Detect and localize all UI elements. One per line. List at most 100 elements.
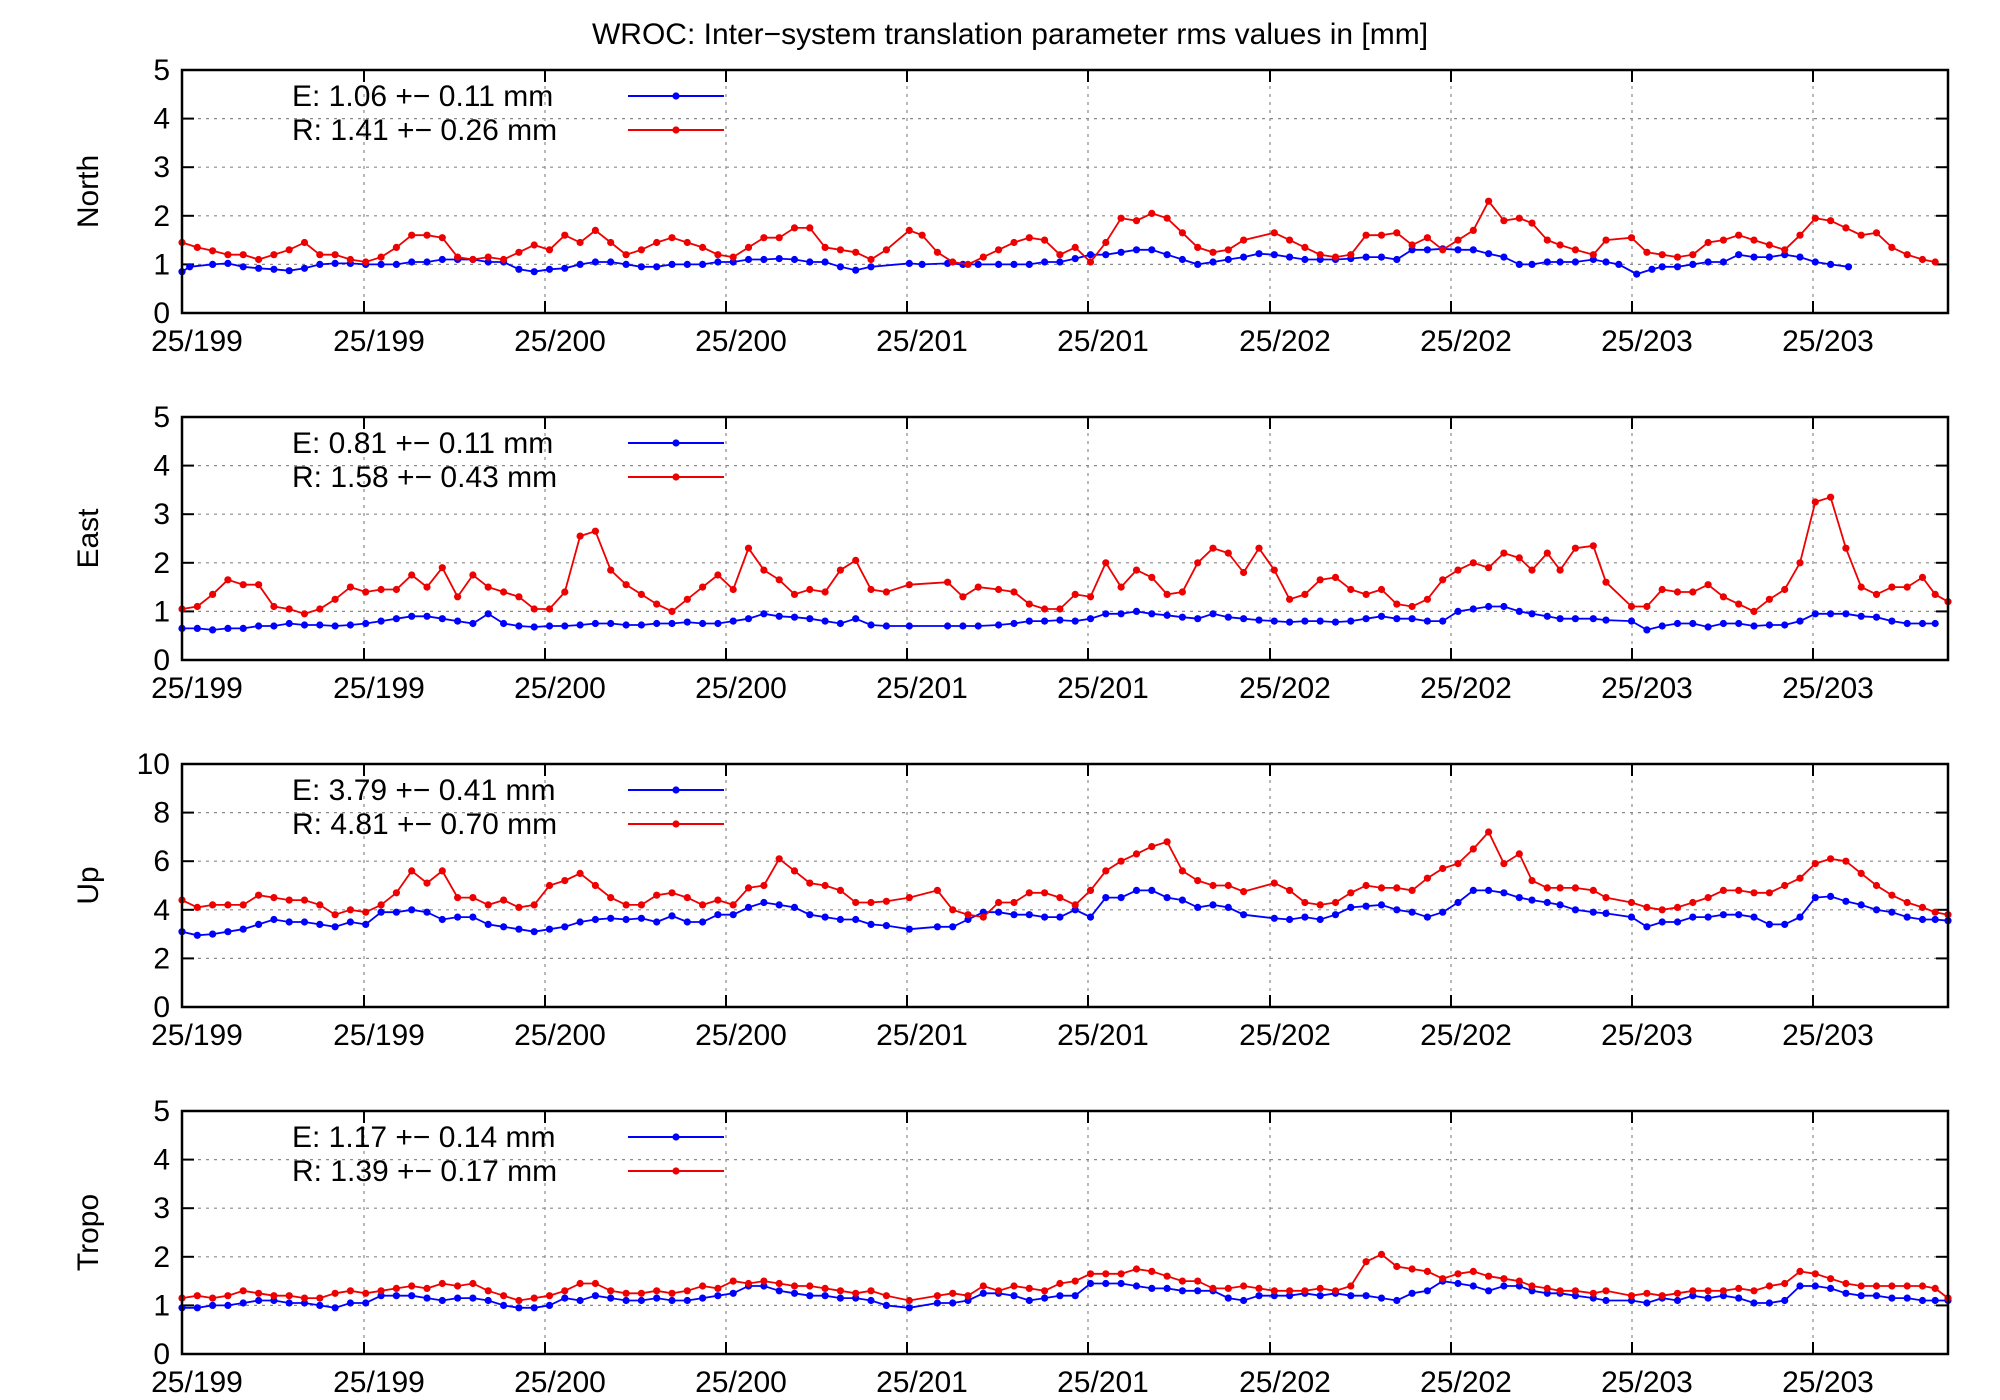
data-point-R bbox=[1086, 886, 1095, 895]
data-point-E bbox=[882, 922, 891, 930]
data-point-R bbox=[1469, 845, 1477, 853]
x-tick-label: 25/202 bbox=[1239, 1366, 1331, 1399]
data-point-E bbox=[1362, 1292, 1370, 1300]
data-point-R bbox=[1316, 1284, 1324, 1292]
y-axis-label: East bbox=[72, 508, 105, 569]
data-point-R bbox=[821, 881, 829, 890]
data-point-E bbox=[1408, 1289, 1416, 1297]
data-point-E bbox=[1796, 253, 1804, 261]
data-point-R bbox=[637, 590, 646, 599]
data-point-E bbox=[729, 617, 737, 625]
y-tick-label: 5 bbox=[153, 1095, 170, 1128]
data-point-R bbox=[1316, 576, 1324, 584]
data-point-E bbox=[377, 260, 385, 268]
data-point-R bbox=[1796, 559, 1804, 567]
data-point-R bbox=[1704, 894, 1712, 902]
data-point-R bbox=[1796, 1267, 1804, 1275]
data-point-R bbox=[905, 894, 913, 902]
data-point-R bbox=[714, 896, 722, 904]
data-point-R bbox=[392, 1284, 400, 1292]
data-point-R bbox=[821, 243, 829, 251]
data-point-E bbox=[561, 923, 569, 931]
data-point-E bbox=[1071, 1292, 1079, 1300]
data-point-E bbox=[775, 901, 783, 909]
data-point-E bbox=[1842, 1289, 1850, 1297]
data-point-R bbox=[1673, 903, 1682, 912]
data-point-R bbox=[933, 248, 942, 256]
data-point-R bbox=[1117, 1270, 1125, 1278]
data-point-E bbox=[239, 624, 247, 633]
x-tick-label: 25/203 bbox=[1601, 1019, 1693, 1052]
data-point-R bbox=[653, 238, 661, 247]
data-point-R bbox=[1602, 236, 1610, 244]
data-point-E bbox=[1543, 612, 1551, 620]
data-point-R bbox=[995, 585, 1003, 594]
data-point-E bbox=[1056, 616, 1064, 624]
data-point-R bbox=[561, 588, 569, 596]
data-point-E bbox=[1888, 1294, 1896, 1302]
data-point-R bbox=[1765, 595, 1773, 603]
data-point-R bbox=[454, 593, 462, 601]
data-point-R bbox=[331, 911, 339, 919]
data-point-E bbox=[1224, 613, 1232, 621]
data-point-R bbox=[545, 1292, 554, 1300]
data-point-E bbox=[576, 260, 584, 268]
data-point-R bbox=[1347, 251, 1355, 259]
data-point-E bbox=[905, 259, 913, 267]
data-point-E bbox=[1827, 892, 1835, 901]
data-point-R bbox=[1393, 1262, 1401, 1271]
data-point-E bbox=[1643, 1299, 1651, 1307]
data-point-E bbox=[1408, 908, 1416, 916]
data-point-E bbox=[1270, 251, 1278, 259]
legend-entry-E: E: 1.17 +− 0.14 mm bbox=[292, 1121, 555, 1154]
data-point-R bbox=[1377, 884, 1386, 892]
data-point-R bbox=[1224, 1284, 1232, 1292]
data-point-R bbox=[699, 901, 707, 909]
data-point-E bbox=[454, 1294, 462, 1302]
data-point-R bbox=[1301, 590, 1309, 599]
data-point-R bbox=[1872, 1282, 1881, 1290]
data-point-E bbox=[270, 622, 278, 630]
data-point-E bbox=[1750, 913, 1758, 921]
data-point-R bbox=[515, 593, 523, 601]
data-point-R bbox=[1750, 607, 1758, 616]
data-point-E bbox=[1719, 258, 1727, 266]
data-point-E bbox=[714, 1292, 722, 1300]
data-point-E bbox=[1454, 1279, 1462, 1288]
series-line-R bbox=[181, 830, 1949, 919]
data-point-E bbox=[1500, 253, 1508, 261]
data-point-E bbox=[239, 925, 247, 933]
data-point-R bbox=[1408, 1265, 1416, 1273]
data-point-E bbox=[668, 912, 676, 920]
x-tick-label: 25/203 bbox=[1601, 1366, 1693, 1399]
data-point-R bbox=[392, 889, 400, 897]
x-tick-label: 25/199 bbox=[151, 672, 243, 705]
data-point-R bbox=[1918, 573, 1927, 582]
y-axis-label: North bbox=[72, 155, 105, 228]
data-point-E bbox=[995, 908, 1003, 916]
data-point-R bbox=[653, 1287, 661, 1295]
data-point-E bbox=[1086, 251, 1095, 259]
data-point-E bbox=[714, 619, 722, 628]
data-point-E bbox=[193, 931, 201, 939]
data-point-E bbox=[607, 619, 615, 628]
data-point-R bbox=[1209, 1284, 1217, 1292]
data-point-R bbox=[1102, 238, 1110, 247]
data-point-R bbox=[1301, 898, 1309, 907]
data-point-E bbox=[1633, 270, 1641, 278]
data-point-R bbox=[1571, 544, 1579, 552]
data-point-R bbox=[1194, 559, 1202, 567]
data-point-R bbox=[1393, 884, 1401, 892]
data-point-E bbox=[668, 260, 676, 268]
data-point-R bbox=[607, 894, 615, 902]
data-point-R bbox=[1331, 1287, 1340, 1295]
data-point-E bbox=[1010, 619, 1018, 628]
data-point-E bbox=[591, 1292, 600, 1300]
data-point-R bbox=[530, 1294, 538, 1302]
data-point-E bbox=[1086, 615, 1095, 623]
data-point-E bbox=[1393, 906, 1401, 914]
data-point-E bbox=[1377, 1294, 1386, 1302]
data-point-E bbox=[1643, 923, 1651, 931]
data-point-R bbox=[408, 1282, 416, 1290]
data-point-R bbox=[224, 901, 232, 909]
